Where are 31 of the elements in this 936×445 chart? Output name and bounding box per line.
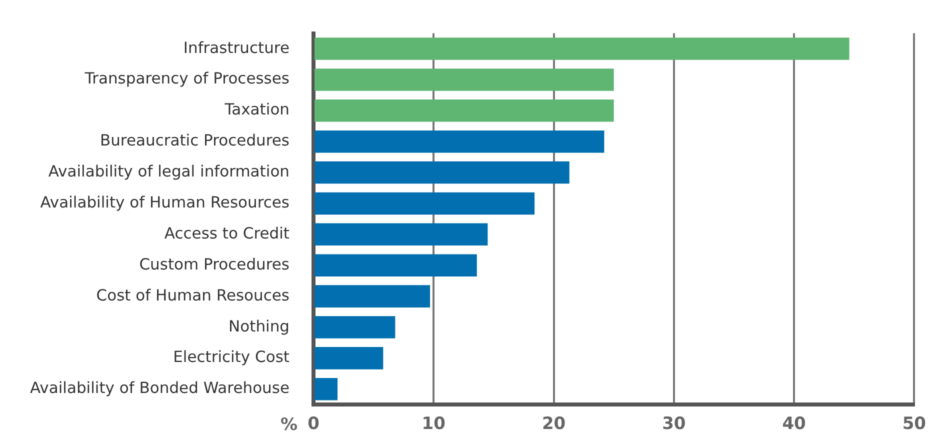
bar — [314, 254, 477, 276]
y-tick-label: Availability of Bonded Warehouse — [30, 379, 290, 398]
bar — [314, 347, 384, 370]
bar — [314, 161, 570, 184]
bar — [314, 316, 396, 338]
y-tick-label: Bureaucratic Procedures — [100, 132, 290, 150]
x-tick-label: 40 — [782, 414, 806, 434]
y-tick-label: Taxation — [224, 100, 290, 119]
bar — [314, 38, 850, 60]
x-tick-label: 10 — [422, 414, 446, 434]
y-tick-label: Cost of Human Resouces — [96, 286, 290, 304]
bar — [314, 68, 614, 91]
x-tick-label: 20 — [542, 414, 566, 434]
y-tick-label: Transparency of Processes — [84, 70, 290, 88]
x-axis-title: % — [280, 415, 298, 436]
y-tick-label: Electricity Cost — [173, 348, 290, 366]
bar — [314, 130, 604, 153]
x-tick-label: 30 — [662, 414, 686, 434]
x-tick-label: 0 — [308, 414, 320, 434]
y-tick-label: Custom Procedures — [139, 255, 290, 274]
bar — [314, 223, 488, 246]
y-tick-label: Infrastructure — [183, 38, 290, 57]
y-tick-label: Nothing — [228, 317, 290, 336]
x-tick-label: 50 — [902, 414, 926, 434]
y-tick-label: Availability of Human Resources — [40, 194, 290, 212]
bar — [314, 192, 535, 215]
y-tick-label: Access to Credit — [164, 224, 290, 242]
bar — [314, 378, 338, 400]
y-tick-label: Availability of legal information — [48, 162, 290, 181]
bar — [314, 285, 430, 308]
bar — [314, 100, 614, 122]
